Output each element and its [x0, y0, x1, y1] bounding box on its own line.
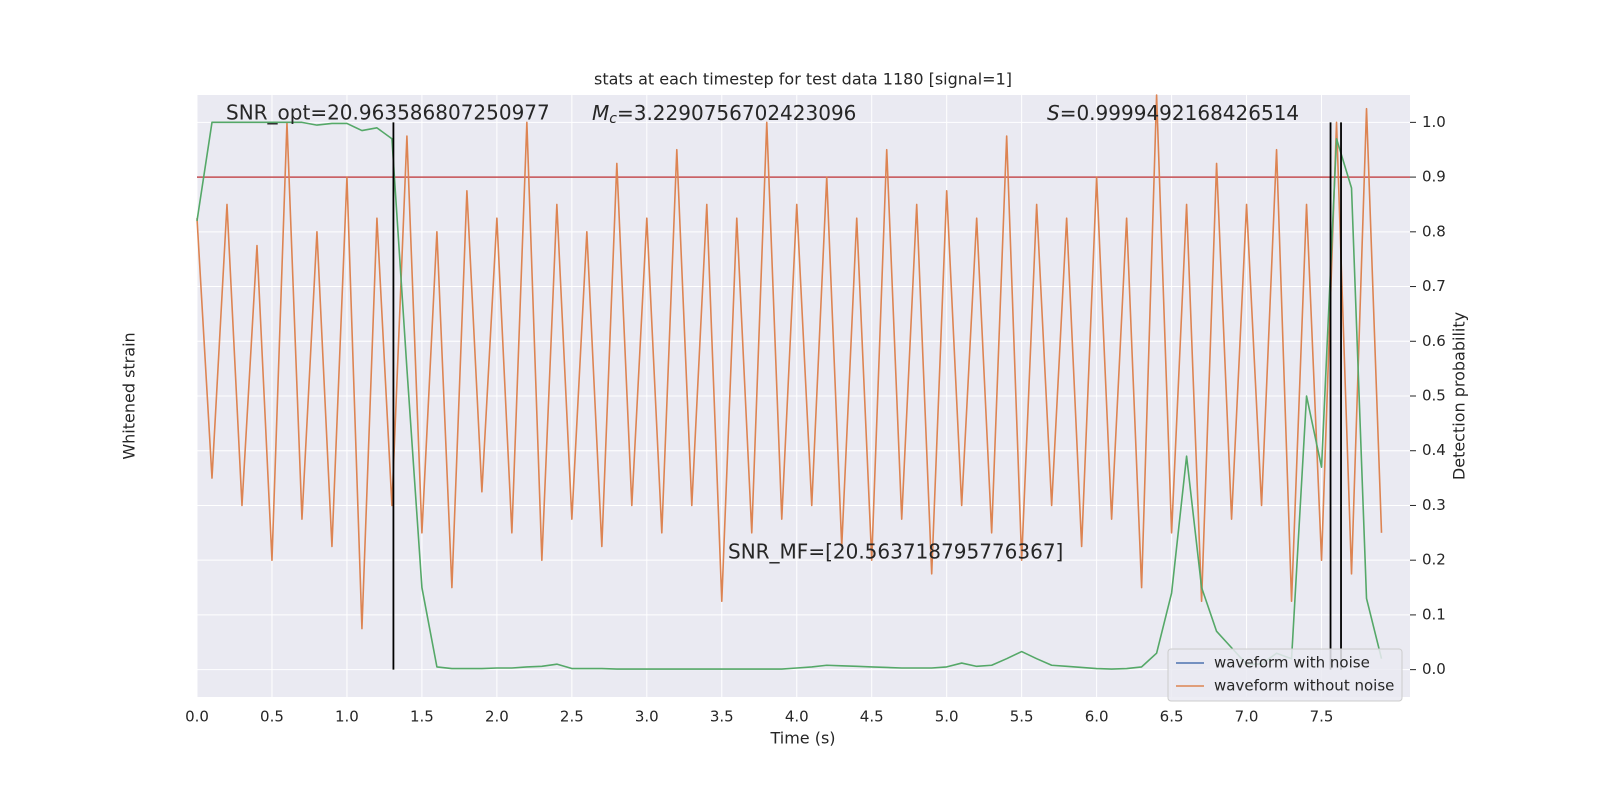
x-tick-label: 2.0 [485, 708, 509, 726]
x-tick-label: 0.5 [260, 708, 284, 726]
x-tick-label: 1.0 [335, 708, 359, 726]
annotation: Mc=3.2290756702423096 [592, 101, 856, 128]
annotation-symbol: M [592, 101, 609, 125]
y2-tick-label: 0.6 [1422, 332, 1446, 350]
series-line [196, 94, 1383, 630]
y-axis-label: Whitened strain [120, 332, 139, 459]
x-tick-label: 0.0 [185, 708, 209, 726]
chart-title: stats at each timestep for test data 118… [594, 70, 1012, 89]
x-tick-label: 2.5 [560, 708, 584, 726]
y2-axis-label: Detection probability [1450, 312, 1469, 480]
annotation-value: =0.9999492168426514 [1060, 101, 1299, 125]
y2-tick-label: 1.0 [1422, 113, 1446, 131]
y2-tick-label: 0.4 [1422, 441, 1446, 459]
annotation: SNR_MF=[20.563718795776367] [728, 540, 1063, 564]
marks [196, 94, 1410, 670]
legend-label: waveform with noise [1214, 654, 1370, 672]
x-tick-label: 5.0 [935, 708, 959, 726]
x-tick-label: 4.0 [785, 708, 809, 726]
y2-tick-label: 0.5 [1422, 387, 1446, 405]
annotation-subscript: c [609, 111, 617, 127]
annotation-symbol: S [1047, 101, 1060, 125]
x-tick-label: 7.5 [1310, 708, 1334, 726]
annotation: SNR_opt=20.963586807250977 [226, 101, 550, 125]
x-tick-label: 6.0 [1085, 708, 1109, 726]
x-tick-label: 6.5 [1160, 708, 1184, 726]
annotation: S=0.9999492168426514 [1047, 101, 1299, 125]
legend-label: waveform without noise [1214, 677, 1394, 695]
x-axis-label: Time (s) [769, 729, 835, 748]
x-tick-label: 5.5 [1010, 708, 1034, 726]
legend-box [1167, 648, 1403, 702]
y2-tick-label: 0.1 [1422, 605, 1446, 623]
y2-tick-label: 0.9 [1422, 168, 1446, 186]
y2-tick-label: 0.2 [1422, 551, 1446, 569]
legend: waveform with noise waveform without nois… [1167, 648, 1403, 702]
x-tick-label: 1.5 [410, 708, 434, 726]
x-tick-label: 4.5 [860, 708, 884, 726]
y2-tick-label: 0.7 [1422, 277, 1446, 295]
series-line [196, 121, 1383, 670]
x-tick-label: 3.0 [635, 708, 659, 726]
annotation-value: =3.2290756702423096 [617, 101, 856, 125]
x-tick-label: 3.5 [710, 708, 734, 726]
y2-tick-label: 0.0 [1422, 660, 1446, 678]
y2-tick-label: 0.3 [1422, 496, 1446, 514]
y2-tick-label: 0.8 [1422, 222, 1446, 240]
x-tick-label: 7.0 [1235, 708, 1259, 726]
